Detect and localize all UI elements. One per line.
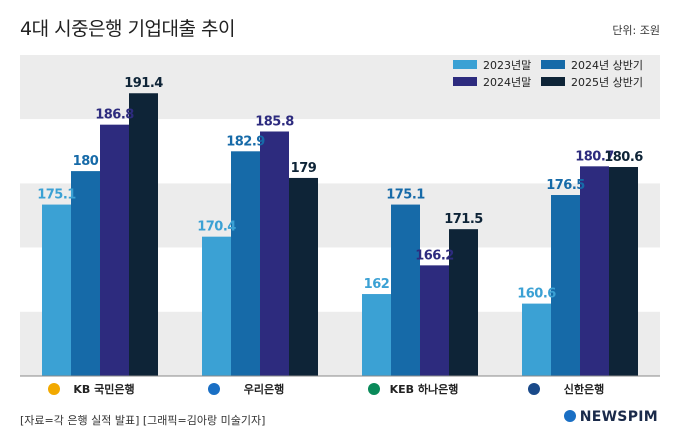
- bar: [362, 294, 391, 376]
- legend-swatch: [541, 77, 565, 86]
- legend-swatch: [541, 60, 565, 69]
- category-label: KEB 하나은행: [390, 382, 459, 396]
- bar: [289, 177, 318, 376]
- unit-label: 단위: 조원: [612, 24, 660, 37]
- bank-logo-icon: [528, 383, 540, 395]
- data-label: 176.5: [546, 178, 585, 193]
- bar: [420, 265, 449, 376]
- data-label: 166.2: [415, 248, 454, 263]
- bar: [580, 166, 609, 376]
- data-label: 162: [364, 277, 390, 292]
- data-label: 180: [73, 154, 99, 169]
- source-note: [자료=각 은행 실적 발표] [그래픽=김아랑 미술기자]: [20, 414, 266, 427]
- chart-title: 4대 시중은행 기업대출 추이: [20, 18, 236, 40]
- bar: [522, 303, 551, 376]
- data-label: 185.8: [255, 114, 294, 129]
- data-label: 191.4: [124, 76, 163, 91]
- bar: [449, 229, 478, 376]
- data-label: 186.8: [95, 108, 134, 123]
- data-label: 180.7: [575, 149, 614, 164]
- legend-swatch: [453, 60, 477, 69]
- brand-logo: NEWSPIM: [563, 409, 658, 425]
- bar: [609, 167, 638, 376]
- legend-label: 2024년말: [483, 76, 531, 89]
- bar: [551, 195, 580, 376]
- brand-icon: [563, 410, 576, 422]
- bar: [129, 93, 158, 376]
- data-label: 160.6: [517, 287, 556, 302]
- category-label: KB 국민은행: [73, 382, 134, 396]
- category-label: 우리은행: [244, 382, 284, 396]
- data-label: 180.6: [604, 150, 643, 165]
- bar: [42, 204, 71, 376]
- bar: [100, 124, 129, 377]
- category-label: 신한은행: [564, 382, 604, 396]
- data-label: 175.1: [386, 188, 425, 203]
- bar: [391, 204, 420, 376]
- bar: [71, 171, 100, 376]
- bank-logo-icon: [48, 383, 60, 395]
- data-label: 175.1: [37, 188, 76, 203]
- bar: [202, 236, 231, 376]
- bar: [260, 131, 289, 376]
- legend-label: 2023년말: [483, 59, 531, 72]
- bar: [231, 151, 260, 376]
- bank-logo-icon: [208, 383, 220, 395]
- legend-label: 2024년 상반기: [571, 59, 643, 72]
- legend-swatch: [453, 77, 477, 86]
- data-label: 182.9: [226, 134, 265, 149]
- data-label: 170.4: [197, 220, 236, 235]
- legend-label: 2025년 상반기: [571, 76, 643, 89]
- data-label: 179: [291, 161, 317, 176]
- bank-logo-icon: [368, 383, 380, 395]
- brand-text: NEWSPIM: [579, 409, 658, 425]
- data-label: 171.5: [444, 212, 483, 227]
